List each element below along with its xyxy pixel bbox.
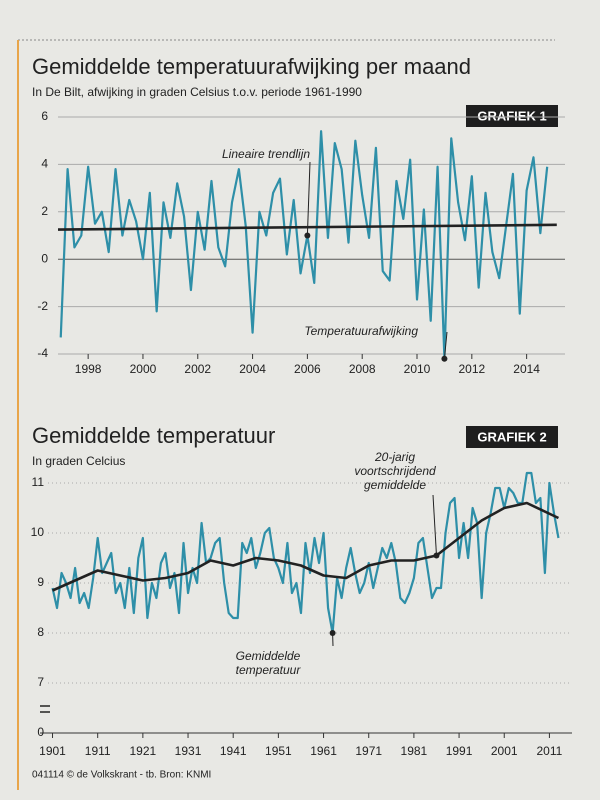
y-tick-label: 0 — [37, 725, 44, 739]
annotation: gemiddelde — [364, 478, 426, 492]
x-tick-label: 2004 — [239, 362, 266, 376]
data-line — [51, 471, 560, 635]
x-tick-label: 2006 — [294, 362, 321, 376]
chart-title: Gemiddelde temperatuur — [32, 423, 275, 448]
badge: GRAFIEK 2 — [477, 429, 546, 444]
y-tick-label: 7 — [37, 675, 44, 689]
leader-line — [306, 161, 311, 236]
x-tick-label: 2002 — [184, 362, 211, 376]
annotation: temperatuur — [236, 663, 302, 677]
annotation: Gemiddelde — [236, 649, 301, 663]
y-tick-label: 9 — [37, 575, 44, 589]
y-tick-label: -4 — [37, 346, 48, 360]
x-tick-label: 1951 — [265, 744, 292, 758]
badge-box — [466, 426, 558, 448]
y-tick-label: 10 — [31, 525, 45, 539]
annotation: Temperatuurafwijking — [304, 324, 418, 338]
trend-line — [51, 501, 560, 592]
leader-dot — [433, 552, 440, 559]
leader-dot — [329, 630, 336, 636]
y-tick-label: -2 — [37, 299, 48, 313]
y-tick-label: 2 — [41, 204, 48, 218]
badge: GRAFIEK 1 — [477, 108, 546, 123]
leader-dot — [441, 355, 448, 362]
leader-line — [443, 331, 448, 359]
x-tick-label: 1961 — [310, 744, 337, 758]
leader-dot — [304, 232, 311, 239]
x-tick-label: 2000 — [130, 362, 157, 376]
x-tick-label: 1901 — [39, 744, 66, 758]
chart-subtitle: In De Bilt, afwijking in graden Celsius … — [32, 85, 362, 99]
x-tick-label: 1991 — [446, 744, 473, 758]
annotation: 20-jarig — [374, 450, 415, 464]
y-tick-label: 11 — [32, 475, 45, 489]
annotation: voortschrijdend — [354, 464, 436, 478]
x-tick-label: 1921 — [130, 744, 157, 758]
x-tick-label: 2010 — [404, 362, 431, 376]
y-tick-label: 0 — [41, 251, 48, 265]
y-tick-label: 4 — [41, 157, 48, 171]
y-tick-label: 8 — [37, 625, 44, 639]
x-tick-label: 1941 — [220, 744, 247, 758]
x-tick-label: 1981 — [401, 744, 428, 758]
leader-line — [432, 494, 437, 556]
data-line — [59, 130, 549, 360]
x-tick-label: 1998 — [75, 362, 102, 376]
annotation: Lineaire trendlijn — [222, 147, 310, 161]
y-tick-label: 6 — [41, 109, 48, 123]
x-tick-label: 2014 — [513, 362, 540, 376]
x-tick-label: 2011 — [537, 744, 563, 758]
x-tick-label: 1971 — [355, 744, 382, 758]
x-tick-label: 1931 — [175, 744, 202, 758]
x-tick-label: 2012 — [458, 362, 485, 376]
badge-box — [466, 105, 558, 127]
x-tick-label: 1911 — [85, 744, 111, 758]
x-tick-label: 2001 — [491, 744, 518, 758]
chart-subtitle: In graden Celcius — [32, 454, 125, 468]
source: 041114 © de Volkskrant - tb. Bron: KNMI — [32, 770, 211, 781]
chart-title: Gemiddelde temperatuurafwijking per maan… — [32, 54, 471, 79]
x-tick-label: 2008 — [349, 362, 376, 376]
